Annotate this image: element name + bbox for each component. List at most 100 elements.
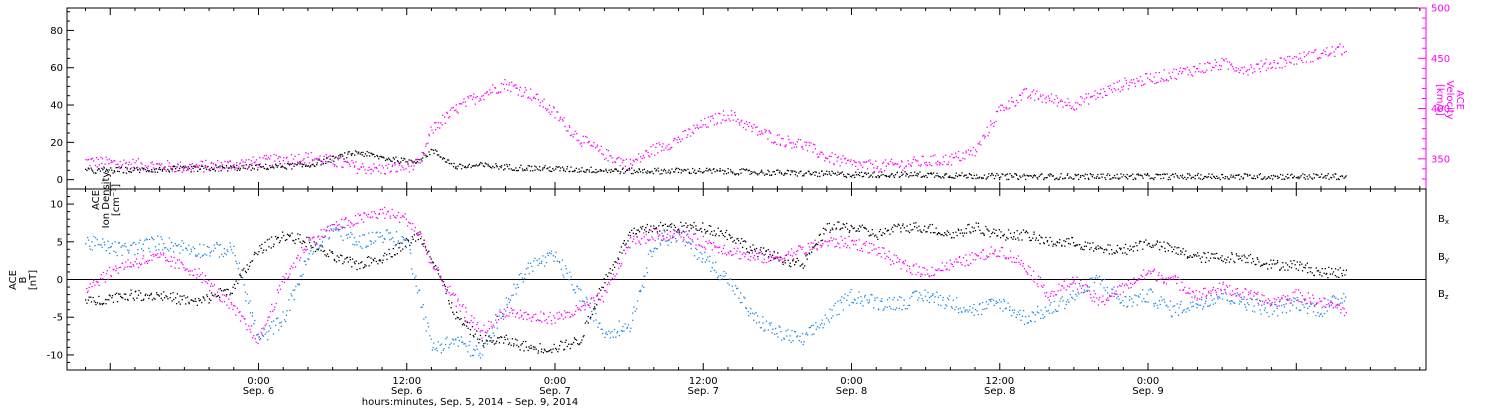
velocity-point-693 xyxy=(855,161,857,164)
bx-point-927 xyxy=(1116,251,1118,253)
bx-point-964 xyxy=(1156,241,1159,243)
velocity-point-77 xyxy=(171,170,173,172)
bx-point-543 xyxy=(689,224,692,226)
density-point-208 xyxy=(316,162,318,164)
bz-point-92 xyxy=(188,270,190,272)
velocity-point-740 xyxy=(908,163,910,165)
by-point-753 xyxy=(922,300,924,302)
velocity-point-354 xyxy=(479,98,481,100)
bz-point-173 xyxy=(277,291,279,294)
velocity-point-80 xyxy=(174,171,176,173)
bz-point-185 xyxy=(290,265,293,267)
velocity-point-1080 xyxy=(1286,62,1288,64)
velocity-point-868 xyxy=(1050,93,1052,95)
velocity-point-1082 xyxy=(1289,55,1291,57)
density-point-82 xyxy=(176,166,178,168)
bx-point-759 xyxy=(929,224,931,226)
bx-point-823 xyxy=(1000,231,1002,233)
density-point-681 xyxy=(843,174,845,176)
density-point-992 xyxy=(1188,173,1190,175)
velocity-point-555 xyxy=(702,124,704,126)
velocity-point-117 xyxy=(215,164,217,166)
bz-point-223 xyxy=(333,224,335,226)
bz-point-45 xyxy=(135,258,138,260)
bz-point-297 xyxy=(416,233,418,235)
bx-point-103 xyxy=(199,299,201,301)
density-point-556 xyxy=(703,170,705,173)
by-point-1010 xyxy=(1208,305,1210,307)
by-point-80 xyxy=(174,243,176,245)
bx-point-426 xyxy=(559,344,561,347)
velocity-point-952 xyxy=(1144,83,1146,85)
velocity-point-866 xyxy=(1048,97,1050,99)
by-point-1001 xyxy=(1198,304,1200,306)
velocity-point-760 xyxy=(930,155,932,158)
velocity-point-494 xyxy=(635,158,637,160)
bz-point-237 xyxy=(349,226,351,228)
by-point-207 xyxy=(315,242,318,244)
bx-point-923 xyxy=(1111,253,1113,255)
bz-point-116 xyxy=(214,293,216,295)
velocity-point-548 xyxy=(694,127,697,129)
velocity-point-199 xyxy=(307,156,309,158)
by-point-677 xyxy=(838,313,840,315)
by-point-1090 xyxy=(1297,299,1299,301)
density-point-921 xyxy=(1109,178,1111,180)
density-point-1079 xyxy=(1285,176,1287,178)
density-point-129 xyxy=(228,167,231,169)
density-point-561 xyxy=(709,168,711,170)
density-point-100 xyxy=(197,170,199,172)
by-point-332 xyxy=(454,339,457,341)
density-point-751 xyxy=(920,176,922,178)
by-point-997 xyxy=(1194,297,1196,299)
bx-point-151 xyxy=(253,253,255,256)
density-point-186 xyxy=(291,162,294,165)
density-point-950 xyxy=(1141,175,1143,177)
by-point-193 xyxy=(299,275,301,277)
by-point-834 xyxy=(1013,312,1015,314)
bx-point-1043 xyxy=(1245,261,1247,264)
density-point-230 xyxy=(341,153,343,156)
bx-point-604 xyxy=(757,256,759,258)
velocity-point-35 xyxy=(124,162,127,165)
velocity-point-119 xyxy=(218,170,220,172)
by-point-250 xyxy=(363,234,365,236)
bx-point-837 xyxy=(1016,230,1018,232)
density-point-695 xyxy=(858,172,861,174)
velocity-point-590 xyxy=(741,119,743,121)
density-point-84 xyxy=(178,167,181,169)
bz-point-310 xyxy=(430,262,432,264)
bx-point-295 xyxy=(413,234,415,236)
by-point-1000 xyxy=(1196,303,1199,305)
velocity-point-723 xyxy=(889,160,892,163)
by-point-35 xyxy=(124,242,126,245)
density-point-117 xyxy=(215,165,217,167)
by-point-829 xyxy=(1007,302,1009,304)
density-point-959 xyxy=(1152,177,1154,179)
bx-point-195 xyxy=(302,240,304,242)
bz-point-5 xyxy=(91,286,93,288)
bx-point-843 xyxy=(1022,229,1025,231)
bx-point-1049 xyxy=(1252,258,1254,260)
bx-point-652 xyxy=(811,251,813,253)
velocity-point-43 xyxy=(133,169,135,171)
bx-point-794 xyxy=(968,223,970,226)
velocity-point-532 xyxy=(677,141,679,144)
density-point-792 xyxy=(965,177,968,179)
by-point-254 xyxy=(368,232,370,234)
bx-point-840 xyxy=(1019,233,1021,235)
density-point-622 xyxy=(777,169,779,171)
density-point-237 xyxy=(348,151,350,153)
bx-point-583 xyxy=(733,239,735,242)
by-point-991 xyxy=(1187,307,1189,309)
by-point-776 xyxy=(948,299,950,301)
density-point-835 xyxy=(1014,173,1016,175)
velocity-point-749 xyxy=(918,164,920,166)
velocity-point-460 xyxy=(596,144,599,146)
by-point-1012 xyxy=(1210,294,1212,297)
by-point-106 xyxy=(203,244,205,246)
by-point-522 xyxy=(666,240,668,242)
density-point-1115 xyxy=(1325,177,1327,179)
bz-point-306 xyxy=(426,253,428,255)
